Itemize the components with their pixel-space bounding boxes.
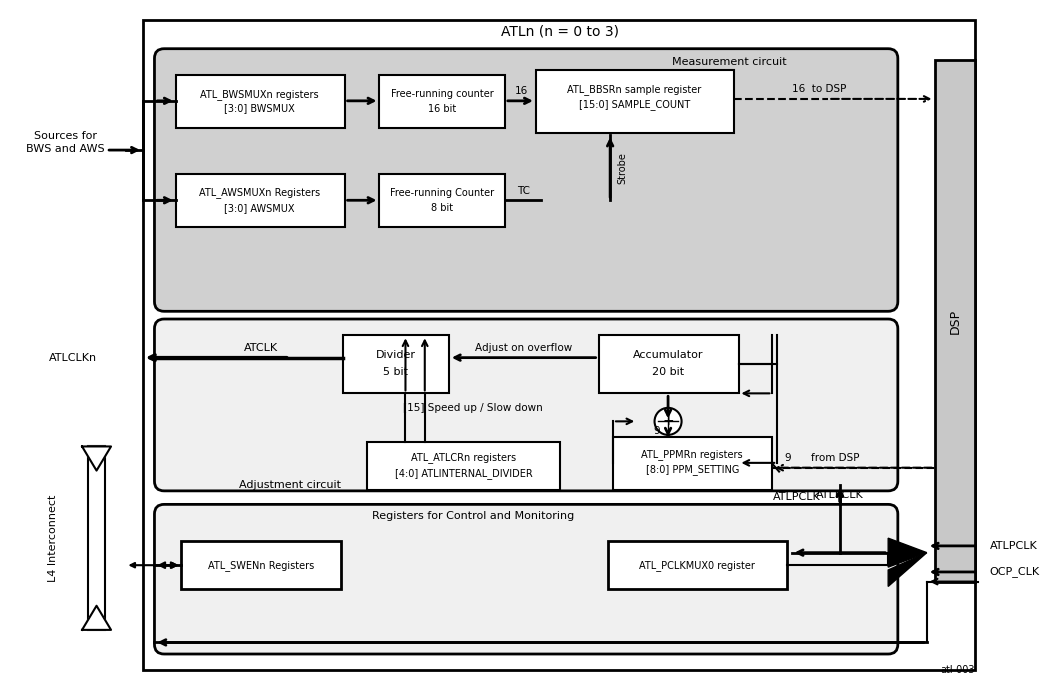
Text: OCP_CLK: OCP_CLK xyxy=(989,566,1040,578)
Text: Free-running Counter: Free-running Counter xyxy=(390,188,494,197)
Text: ATL_SWENn Registers: ATL_SWENn Registers xyxy=(208,559,314,571)
Text: Free-running counter: Free-running counter xyxy=(391,89,494,99)
Text: ATL_PCLKMUX0 register: ATL_PCLKMUX0 register xyxy=(640,559,755,571)
Text: 20 bit: 20 bit xyxy=(652,367,684,377)
FancyBboxPatch shape xyxy=(155,319,898,491)
Text: ATLn (n = 0 to 3): ATLn (n = 0 to 3) xyxy=(501,24,619,38)
Text: [3:0] AWSMUX: [3:0] AWSMUX xyxy=(225,203,295,213)
Bar xyxy=(935,60,976,582)
Bar xyxy=(599,336,738,393)
Text: [8:0] PPM_SETTING: [8:0] PPM_SETTING xyxy=(646,464,738,475)
Text: Adjustment circuit: Adjustment circuit xyxy=(239,480,341,490)
Text: 8 bit: 8 bit xyxy=(432,203,453,213)
FancyBboxPatch shape xyxy=(155,505,898,654)
Text: Sources for: Sources for xyxy=(34,131,97,140)
Bar xyxy=(87,446,105,630)
Text: Accumulator: Accumulator xyxy=(632,350,703,360)
Bar xyxy=(343,336,449,393)
Bar xyxy=(380,75,504,128)
Bar xyxy=(613,436,773,490)
Text: [3:0] BWSMUX: [3:0] BWSMUX xyxy=(225,104,295,113)
Text: 16 bit: 16 bit xyxy=(428,104,457,113)
Bar xyxy=(380,174,504,227)
Text: +: + xyxy=(662,414,674,428)
Text: L4 Interconnect: L4 Interconnect xyxy=(48,494,58,582)
Circle shape xyxy=(654,408,681,435)
Text: ATCLK: ATCLK xyxy=(243,343,278,353)
Text: [4:0] ATLINTERNAL_DIVIDER: [4:0] ATLINTERNAL_DIVIDER xyxy=(394,468,532,479)
FancyBboxPatch shape xyxy=(155,49,898,311)
Bar xyxy=(176,174,344,227)
Polygon shape xyxy=(82,446,111,471)
Polygon shape xyxy=(888,553,927,587)
Text: 9: 9 xyxy=(784,453,790,463)
Text: ATLPCLK: ATLPCLK xyxy=(989,541,1037,551)
Text: ATL_BBSRn sample register: ATL_BBSRn sample register xyxy=(567,84,701,95)
Text: Measurement circuit: Measurement circuit xyxy=(672,57,787,67)
Bar xyxy=(367,441,560,490)
Text: 9: 9 xyxy=(653,426,659,436)
Text: ATL_PPMRn registers: ATL_PPMRn registers xyxy=(642,449,743,459)
Text: Adjust on overflow: Adjust on overflow xyxy=(474,343,572,353)
Text: ATLPCLK: ATLPCLK xyxy=(816,490,864,500)
Bar xyxy=(536,70,733,133)
Text: ATLCLKn: ATLCLKn xyxy=(49,352,97,363)
Text: ATL_AWSMUXn Registers: ATL_AWSMUXn Registers xyxy=(199,187,320,198)
Text: 16: 16 xyxy=(515,86,528,96)
Text: Divider: Divider xyxy=(375,350,416,360)
Text: TC: TC xyxy=(517,186,529,195)
Text: [15:0] SAMPLE_COUNT: [15:0] SAMPLE_COUNT xyxy=(578,99,690,110)
Text: Strobe: Strobe xyxy=(618,152,628,184)
Text: atl-003: atl-003 xyxy=(940,665,976,676)
Text: DSP: DSP xyxy=(948,309,961,334)
Text: 16  to DSP: 16 to DSP xyxy=(791,84,846,95)
Text: 5 bit: 5 bit xyxy=(384,367,409,377)
Bar xyxy=(176,75,344,128)
Bar xyxy=(182,541,341,589)
Text: ATL_ATLCRn registers: ATL_ATLCRn registers xyxy=(411,452,516,464)
Polygon shape xyxy=(82,606,111,630)
Polygon shape xyxy=(888,538,927,567)
Text: from DSP: from DSP xyxy=(811,453,859,463)
Text: BWS and AWS: BWS and AWS xyxy=(26,144,105,154)
Text: ATLPCLK: ATLPCLK xyxy=(773,491,821,502)
Text: Registers for Control and Monitoring: Registers for Control and Monitoring xyxy=(372,511,574,521)
Bar xyxy=(142,19,976,671)
Bar xyxy=(608,541,787,589)
Text: [15] Speed up / Slow down: [15] Speed up / Slow down xyxy=(404,403,543,413)
Text: ATL_BWSMUXn registers: ATL_BWSMUXn registers xyxy=(201,89,319,99)
